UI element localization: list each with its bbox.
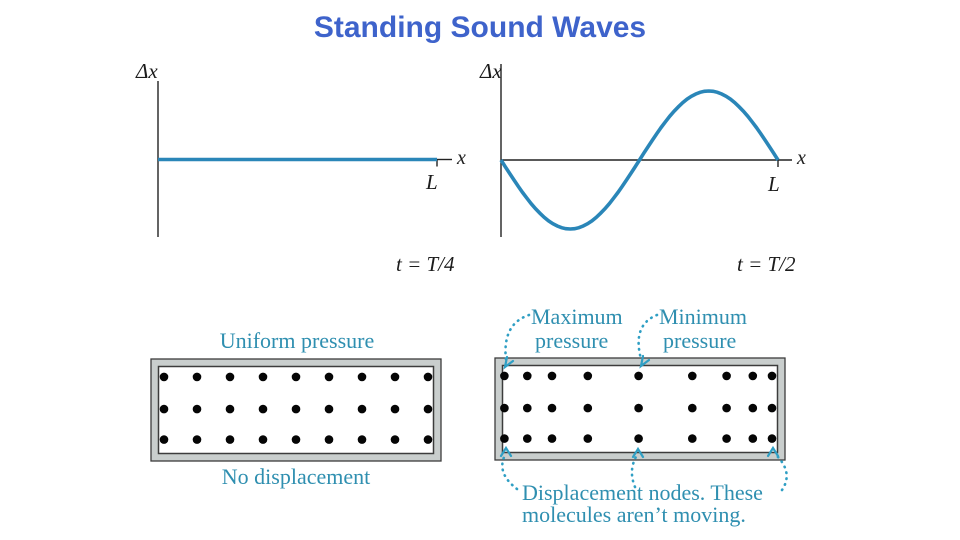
molecule-dot <box>159 372 169 382</box>
molecule-dot <box>688 434 697 443</box>
molecule-dot <box>357 435 367 444</box>
molecule-dot <box>291 372 301 382</box>
molecule-dot <box>423 435 433 444</box>
molecule-dot <box>225 372 235 382</box>
molecule-dot <box>767 371 777 381</box>
displacement-nodes-caption-line1: Displacement nodes. These <box>522 480 763 505</box>
molecule-dot <box>547 403 557 413</box>
molecule-dot <box>423 372 433 382</box>
max-pressure-arrowhead-icon <box>503 355 515 370</box>
molecule-dot <box>192 435 202 444</box>
molecule-dot <box>634 434 643 443</box>
right-L-label: L <box>767 172 780 196</box>
molecule-dot <box>748 371 758 381</box>
molecule-dot <box>722 403 731 413</box>
molecule-dot <box>390 435 400 444</box>
node-center-arrow <box>630 453 639 489</box>
molecule-dot <box>767 434 777 443</box>
molecule-dot <box>423 404 433 414</box>
graph-t-half: Δx x L t = T/2 <box>479 59 806 276</box>
molecule-dot <box>547 434 557 443</box>
molecule-dot <box>159 404 169 414</box>
molecule-dot <box>258 404 268 414</box>
uniform-pressure-label: Uniform pressure <box>220 328 375 353</box>
molecule-dot <box>357 372 367 382</box>
molecule-dot <box>500 403 509 413</box>
molecule-dot <box>688 403 697 413</box>
left-L-label: L <box>425 170 438 194</box>
molecule-dot <box>500 434 509 443</box>
molecule-dot <box>767 403 777 413</box>
left-y-axis-label: Δx <box>135 59 158 83</box>
leader-arrows <box>499 313 788 492</box>
molecule-dot <box>390 372 400 382</box>
node-left-arrowhead-icon <box>499 445 513 458</box>
min-pressure-label-line1: Minimum <box>659 304 747 329</box>
molecule-dot <box>523 434 532 443</box>
max-pressure-label-line2: pressure <box>535 328 608 353</box>
min-pressure-arrowhead-icon <box>639 354 651 369</box>
molecule-dot <box>634 403 643 413</box>
molecule-dot <box>291 404 301 414</box>
max-pressure-label-line1: Maximum <box>531 304 623 329</box>
molecule-dot <box>688 371 697 381</box>
molecule-dot <box>583 403 593 413</box>
molecule-dot <box>324 435 334 444</box>
right-tube-molecules <box>500 371 777 443</box>
max-pressure-arrow <box>504 313 531 362</box>
molecule-dot <box>225 404 235 414</box>
min-pressure-label-line2: pressure <box>663 328 736 353</box>
molecule-dot <box>258 435 268 444</box>
tube-uniform: Uniform pressure No displacement <box>150 328 442 489</box>
slide-title: Standing Sound Waves <box>313 11 647 44</box>
right-displacement-curve <box>499 89 780 231</box>
molecule-dot <box>192 404 202 414</box>
molecule-dot <box>159 435 169 444</box>
molecule-dot <box>583 371 593 381</box>
right-time-label: t = T/2 <box>737 252 796 276</box>
molecule-dot <box>722 371 731 381</box>
left-time-label: t = T/4 <box>396 252 455 276</box>
node-center-arrowhead-icon <box>631 446 645 459</box>
molecule-dot <box>324 372 334 382</box>
molecule-dot <box>722 434 731 443</box>
molecule-dot <box>583 434 593 443</box>
molecule-dot <box>324 404 334 414</box>
molecule-dot <box>523 403 532 413</box>
molecule-dot <box>225 435 235 444</box>
displacement-nodes-caption-line2: molecules aren’t moving. <box>522 502 746 527</box>
molecule-dot <box>634 371 643 381</box>
molecule-dot <box>523 371 532 381</box>
right-x-axis-label: x <box>796 147 806 169</box>
node-left-arrow <box>501 453 519 491</box>
molecule-dot <box>390 404 400 414</box>
node-right-arrowhead-icon <box>766 445 780 458</box>
molecule-dot <box>748 403 758 413</box>
molecule-dot <box>357 404 367 414</box>
molecule-dot <box>192 372 202 382</box>
graph-t-quarter: Δx x L t = T/4 <box>135 59 466 276</box>
left-x-axis-label: x <box>456 147 466 169</box>
molecule-dot <box>748 434 758 443</box>
molecule-dot <box>500 371 509 381</box>
no-displacement-label: No displacement <box>222 464 370 489</box>
tube-standing-wave: Maximum pressure Minimum pressure Displa <box>494 304 788 527</box>
molecule-dot <box>547 371 557 381</box>
right-y-axis-label: Δx <box>479 59 502 83</box>
molecule-dot <box>291 435 301 444</box>
min-pressure-arrow <box>637 313 659 361</box>
left-tube-molecules <box>159 372 433 444</box>
molecule-dot <box>258 372 268 382</box>
